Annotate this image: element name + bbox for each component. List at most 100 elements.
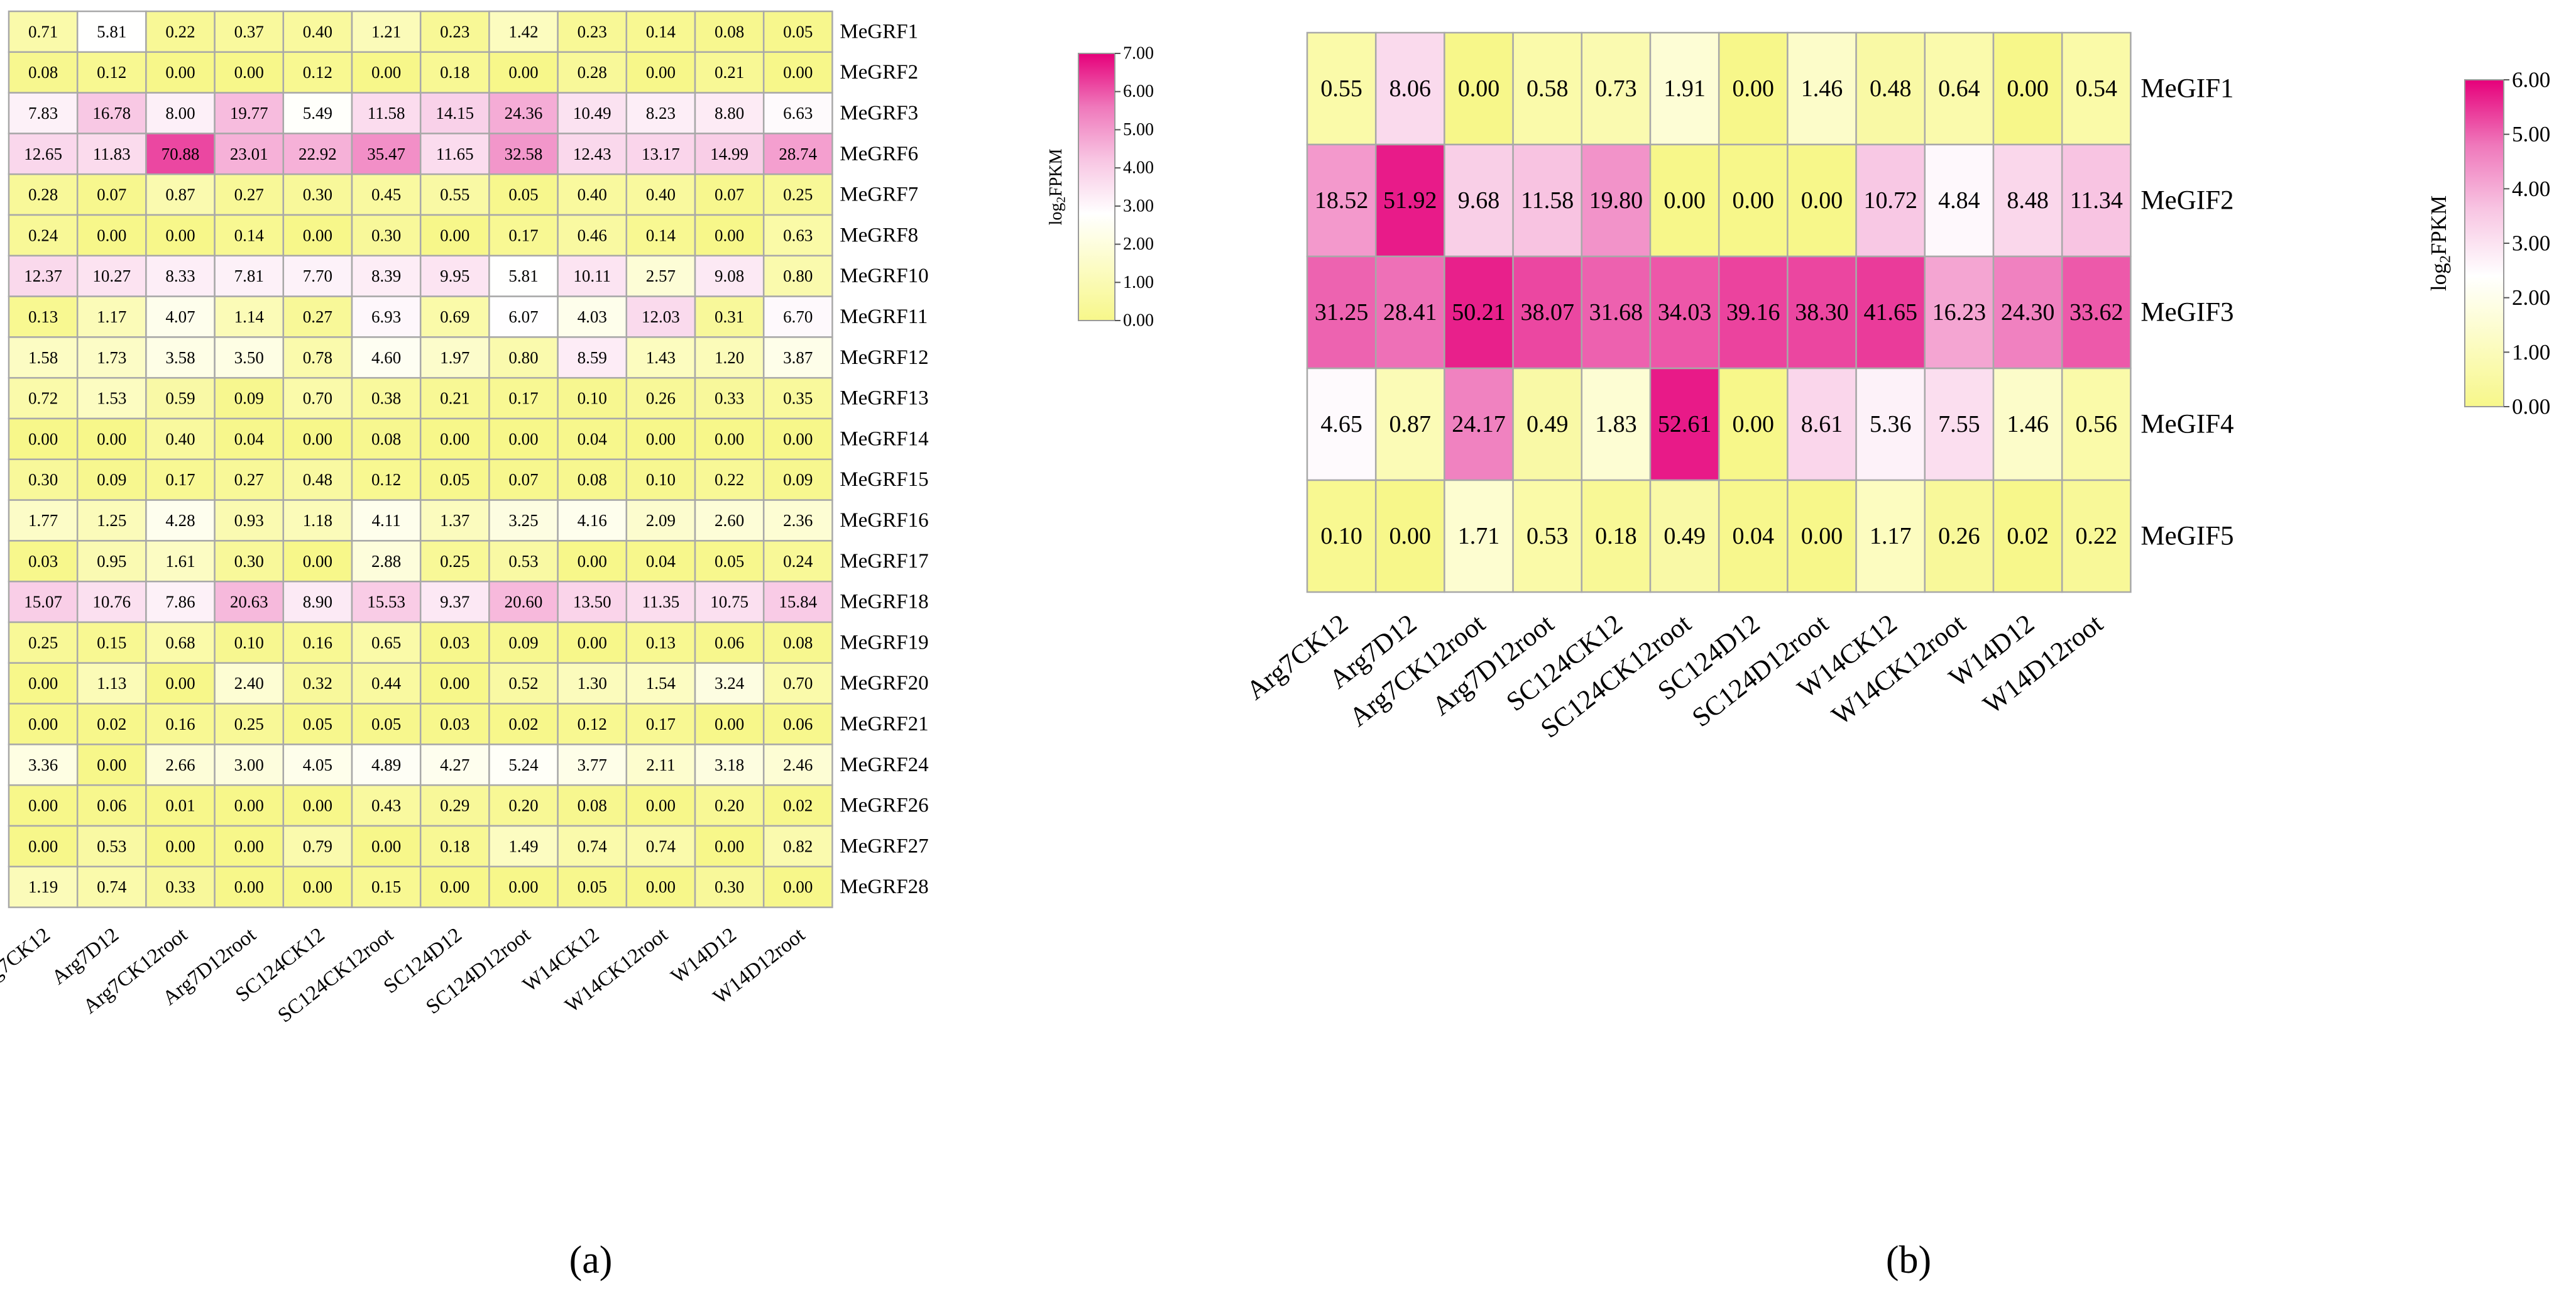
cell-value: 0.00 [97,755,126,774]
colorbar-tick-label: 6.00 [2512,68,2550,92]
heatmap-cell [1581,255,1652,370]
cell-value: 0.00 [371,837,401,855]
heatmap-cell [76,173,147,216]
heatmap-cell [1718,143,1789,258]
cell-value: 7.70 [303,266,332,285]
cell-value: 0.06 [715,633,744,652]
cell-value: 7.83 [28,104,58,123]
cell-value: 15.53 [367,593,405,612]
heatmap-cell [694,825,765,868]
row-label: MeGRF7 [840,184,918,206]
heatmap-cell [2061,255,2132,370]
cell-value: 1.54 [646,674,676,693]
heatmap-cell [1581,31,1652,146]
cell-value: 14.99 [710,145,748,163]
cell-value: 0.27 [234,185,264,204]
cell-value: 22.92 [299,145,337,163]
cell-value: 8.06 [1389,75,1432,102]
cell-value: 0.48 [303,470,332,489]
cell-value: 0.00 [715,226,744,244]
colorbar-tick-label: 4.00 [1123,158,1154,178]
heatmap-cell [8,376,79,420]
heatmap-cell [76,662,147,705]
heatmap-cell [145,417,216,461]
cell-value: 8.48 [2007,187,2049,214]
cell-value: 0.00 [1801,187,1843,214]
heatmap-cell [419,662,490,705]
cell-value: 0.04 [1733,523,1775,549]
panel-label-a: (a) [569,1239,613,1282]
heatmap-cell [1374,143,1445,258]
cell-value: 7.55 [1938,411,1980,437]
cell-value: 28.74 [779,145,817,163]
cell-value: 0.02 [97,715,126,733]
cell-value: 4.65 [1320,411,1362,437]
cell-value: 0.17 [508,389,538,408]
cell-value: 1.20 [715,348,744,367]
heatmap-cell [351,825,422,868]
cell-value: 9.95 [440,266,469,285]
cell-value: 0.53 [1526,523,1569,549]
heatmap-cell [488,295,559,338]
heatmap-cell [419,173,490,216]
cell-value: 1.77 [28,511,58,530]
heatmap-cell [8,865,79,908]
cell-value: 0.00 [303,226,332,244]
heatmap-cell [282,133,353,175]
cell-value: 50.21 [1452,299,1506,326]
cell-value: 1.17 [1870,523,1912,549]
heatmap-cell [76,51,147,94]
cell-value: 31.68 [1589,299,1643,326]
heatmap-cell [694,540,765,583]
heatmap-cell [762,580,833,623]
cell-value: 0.74 [646,837,676,855]
cell-value: 0.74 [97,877,127,896]
cell-value: 6.70 [783,307,813,326]
cell-value: 1.73 [97,348,126,367]
cell-value: 5.49 [303,104,332,123]
colorbar-gradient [2464,79,2504,407]
cell-value: 0.10 [646,470,676,489]
cell-value: 24.30 [2001,299,2055,326]
cell-value: 12.43 [573,145,611,163]
cell-value: 0.33 [165,877,195,896]
heatmap-cell [762,621,833,664]
row-label: MeGIF3 [2140,298,2233,327]
cell-value: 3.50 [234,348,264,367]
cell-value: 1.13 [97,674,126,693]
cell-value: 0.00 [440,226,469,244]
cell-value: 0.05 [783,22,813,41]
row-label: MeGRF16 [840,509,928,532]
row-label: MeGRF8 [840,224,918,246]
heatmap-cell [1512,367,1583,481]
cell-value: 4.28 [165,511,195,530]
cell-value: 0.00 [303,552,332,571]
cell-value: 0.05 [303,715,332,733]
colorbar-tick-label: 5.00 [2512,122,2550,146]
cell-value: 70.88 [162,145,200,163]
cell-value: 0.00 [1663,187,1706,214]
heatmap-cell [351,417,422,461]
cell-value: 0.48 [1870,75,1912,102]
cell-value: 0.71 [28,22,58,41]
cell-value: 0.08 [371,429,401,448]
heatmap-cell [76,417,147,461]
heatmap-cell [1787,367,1857,481]
cell-value: 0.08 [783,633,813,652]
cell-value: 0.14 [234,226,265,244]
cell-value: 1.53 [97,389,126,408]
cell-value: 0.00 [234,63,264,82]
cell-value: 0.04 [646,552,676,571]
cell-value: 0.00 [440,429,469,448]
heatmap-cell [625,825,696,868]
heatmap-cell [214,540,285,583]
cell-value: 0.13 [28,307,58,326]
cell-value: 2.11 [646,755,675,774]
heatmap-cell [76,580,147,623]
heatmap-cell [1855,255,1926,370]
heatmap-cell [762,703,833,745]
heatmap-cell [1444,255,1514,370]
heatmap-cell [76,744,147,786]
heatmap-cell [762,214,833,257]
